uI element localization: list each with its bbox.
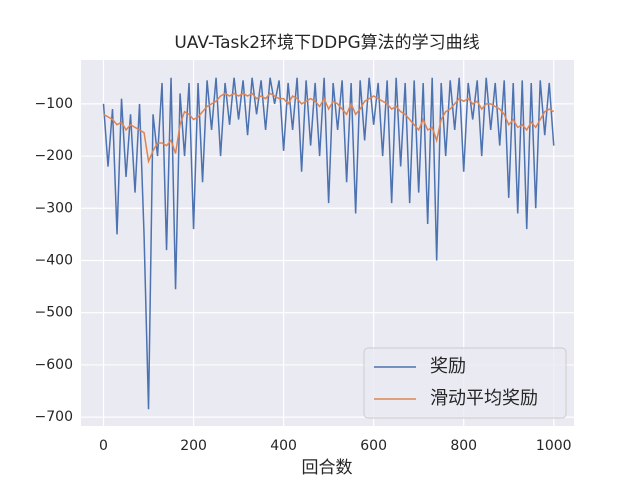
y-tick-label: −600: [35, 357, 73, 373]
x-tick-label: 200: [180, 438, 207, 454]
series-line: [103, 92, 555, 164]
y-tick-label: −200: [35, 148, 73, 164]
x-tick-label: 0: [99, 438, 108, 454]
x-axis-label: 回合数: [302, 458, 353, 478]
y-tick-label: −300: [35, 200, 73, 216]
x-tick-label: 1000: [536, 438, 572, 454]
legend-label: 滑动平均奖励: [430, 388, 538, 409]
lines: [102, 77, 555, 410]
x-tick-label: 400: [270, 438, 297, 454]
legend-label: 奖励: [430, 356, 466, 377]
x-tick-label: 800: [450, 438, 477, 454]
chart-title: UAV-Task2环境下DDPG算法的学习曲线: [174, 33, 479, 53]
y-tick-label: −100: [35, 96, 73, 112]
x-tick-label: 600: [360, 438, 387, 454]
y-tick-label: −400: [35, 252, 73, 268]
series-line: [102, 77, 555, 410]
y-tick-label: −500: [35, 305, 73, 321]
legend-box: [363, 347, 567, 419]
y-tick-label: −700: [35, 409, 73, 425]
